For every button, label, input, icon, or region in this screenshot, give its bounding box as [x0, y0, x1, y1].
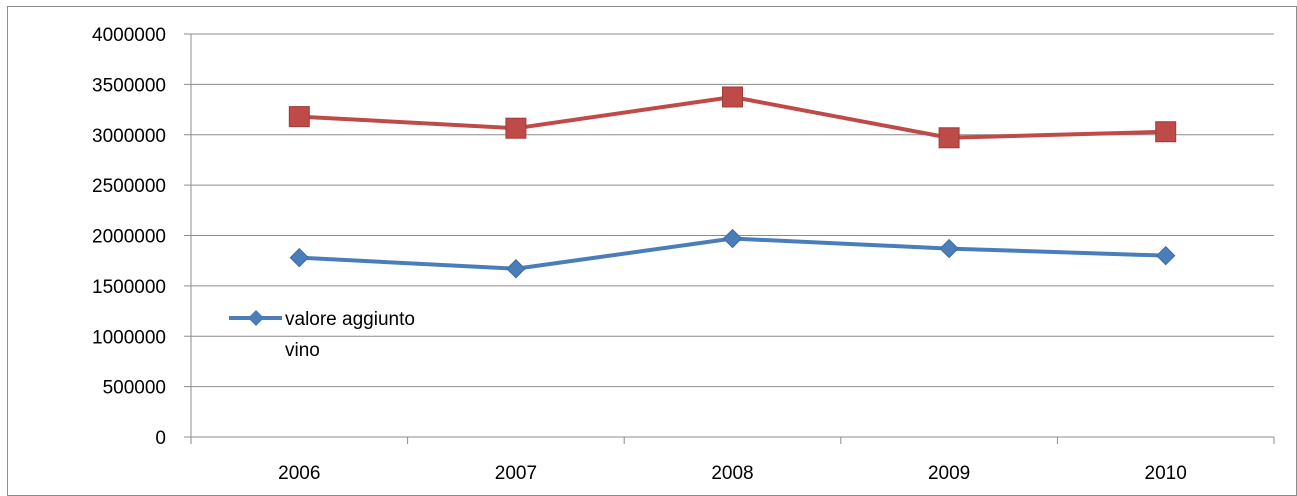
x-tick-labels: 2006 2007 2008 2009 2010	[278, 463, 1187, 484]
legend-marker-diamond	[248, 310, 264, 326]
axes	[184, 33, 1275, 444]
y-tick-label-1: 500000	[103, 378, 166, 399]
series-1-point-2009	[938, 127, 960, 149]
series-group	[288, 86, 1177, 279]
series-1-point-2008	[722, 86, 743, 108]
y-tick-label-2: 1000000	[92, 327, 166, 348]
series-0-point-2007	[506, 259, 526, 279]
legend-label-line-2: vino	[285, 340, 320, 361]
y-tick-label-5: 2500000	[92, 176, 166, 197]
series-0-point-2006	[289, 247, 310, 268]
x-tick-label-2006: 2006	[278, 463, 320, 484]
y-tick-label-7: 3500000	[92, 75, 166, 96]
series-0-point-2009	[939, 238, 959, 259]
y-tick-labels: 0 500000 1000000 1500000 2000000 2500000 30000…	[92, 25, 166, 449]
series-1-point-2010	[1155, 121, 1177, 143]
series-1-point-2007	[505, 117, 527, 139]
series-0-point-2008	[722, 228, 743, 249]
x-tick-label-2007: 2007	[495, 463, 537, 484]
y-tick-label-3: 1500000	[92, 277, 166, 298]
x-tick-label-2010: 2010	[1145, 463, 1187, 484]
legend: valore aggiunto vino	[229, 309, 415, 361]
y-tick-label-6: 3000000	[92, 126, 166, 147]
y-tick-label-4: 2000000	[92, 227, 166, 248]
y-tick-label-0: 0	[155, 428, 166, 449]
x-tick-label-2009: 2009	[928, 463, 970, 484]
legend-label-line-1: valore aggiunto	[285, 309, 415, 330]
y-tick-label-8: 4000000	[92, 25, 166, 46]
series-0-point-2010	[1155, 245, 1176, 266]
x-tick-label-2008: 2008	[711, 463, 753, 484]
series-1-point-2006	[288, 106, 310, 128]
